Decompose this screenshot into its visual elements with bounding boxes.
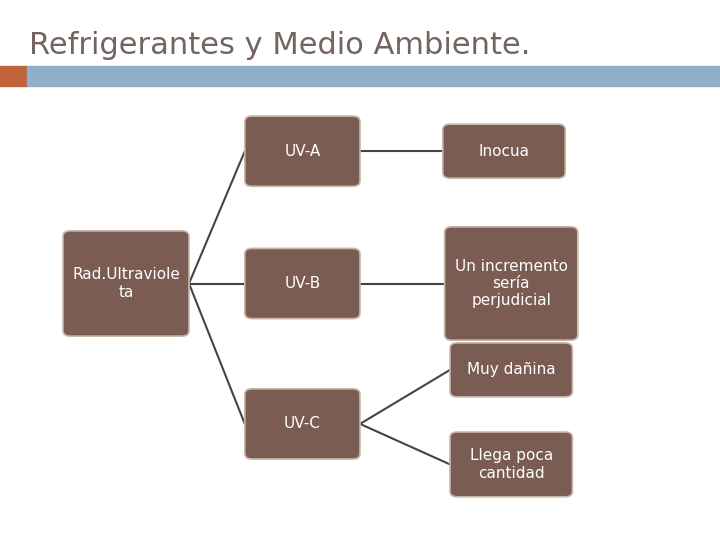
Text: UV-A: UV-A bbox=[284, 144, 320, 159]
FancyBboxPatch shape bbox=[450, 343, 572, 397]
FancyBboxPatch shape bbox=[443, 124, 565, 178]
FancyBboxPatch shape bbox=[63, 231, 189, 336]
FancyBboxPatch shape bbox=[444, 227, 577, 340]
FancyBboxPatch shape bbox=[245, 389, 360, 459]
Text: UV-C: UV-C bbox=[284, 416, 321, 431]
FancyBboxPatch shape bbox=[245, 248, 360, 319]
Bar bbox=[0, 66, 27, 86]
FancyBboxPatch shape bbox=[450, 432, 572, 497]
Text: Inocua: Inocua bbox=[479, 144, 529, 159]
Text: Muy dañina: Muy dañina bbox=[467, 362, 556, 377]
Text: Rad.Ultraviole
ta: Rad.Ultraviole ta bbox=[72, 267, 180, 300]
Text: Refrigerantes y Medio Ambiente.: Refrigerantes y Medio Ambiente. bbox=[29, 31, 530, 60]
Bar bbox=[27, 66, 720, 86]
Text: Un incremento
sería
perjudicial: Un incremento sería perjudicial bbox=[455, 259, 567, 308]
Text: Llega poca
cantidad: Llega poca cantidad bbox=[469, 448, 553, 481]
Text: UV-B: UV-B bbox=[284, 276, 320, 291]
FancyBboxPatch shape bbox=[245, 116, 360, 186]
